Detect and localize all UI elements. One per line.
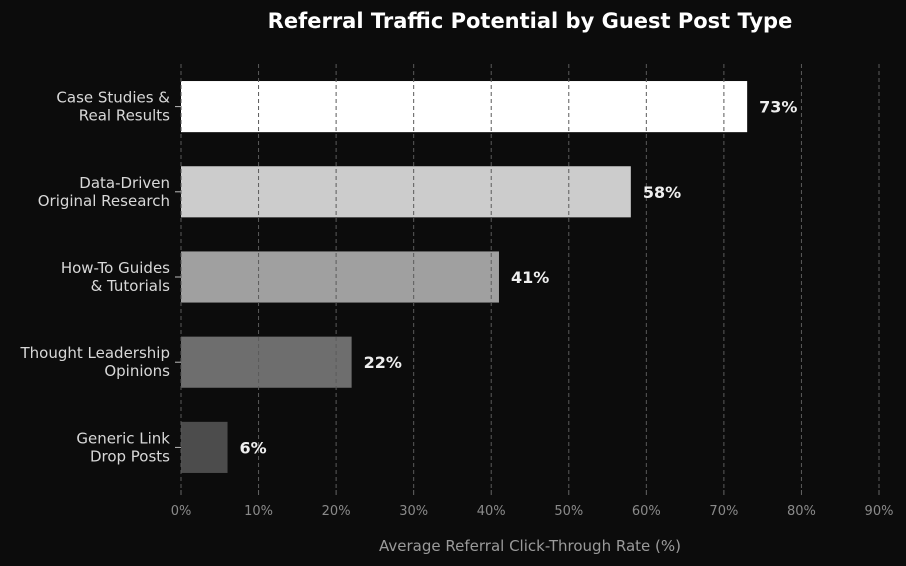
chart-title: Referral Traffic Potential by Guest Post… — [268, 9, 793, 33]
category-label: How-To Guides & Tutorials — [61, 259, 170, 295]
x-tick-label: 60% — [632, 504, 661, 519]
value-labels: 73% 58% 41% 22% 6% — [240, 98, 798, 458]
x-tick-label: 20% — [322, 504, 351, 519]
grid-lines — [180, 64, 880, 490]
category-label: Generic Link Drop Posts — [76, 429, 170, 465]
x-tick-label: 30% — [399, 504, 428, 519]
value-label: 73% — [759, 98, 797, 117]
bar — [181, 81, 748, 133]
value-label: 58% — [643, 183, 681, 202]
value-label: 41% — [511, 268, 549, 287]
bar — [181, 251, 499, 303]
bar — [181, 336, 352, 388]
x-tick-label: 0% — [171, 504, 192, 519]
x-tick-label: 10% — [244, 504, 273, 519]
x-axis-label: Average Referral Click-Through Rate (%) — [379, 537, 681, 555]
bar — [181, 166, 631, 218]
x-tick-label: 90% — [865, 504, 894, 519]
value-label: 22% — [364, 353, 402, 372]
category-labels: Case Studies & Real Results Data-Driven Ori… — [20, 89, 181, 465]
category-label: Case Studies & Real Results — [56, 89, 170, 125]
category-label: Data-Driven Original Research — [38, 174, 170, 210]
x-axis-ticks: 0% 10% 20% 30% 40% 50% 60% 70% 80% 90% — [171, 490, 894, 519]
x-tick-label: 50% — [554, 504, 583, 519]
x-tick-label: 80% — [787, 504, 816, 519]
category-label: Thought Leadership Opinions — [20, 344, 171, 380]
x-tick-label: 70% — [709, 504, 738, 519]
value-label: 6% — [240, 438, 267, 457]
x-tick-label: 40% — [477, 504, 506, 519]
bar — [181, 421, 228, 473]
bars — [181, 81, 748, 473]
